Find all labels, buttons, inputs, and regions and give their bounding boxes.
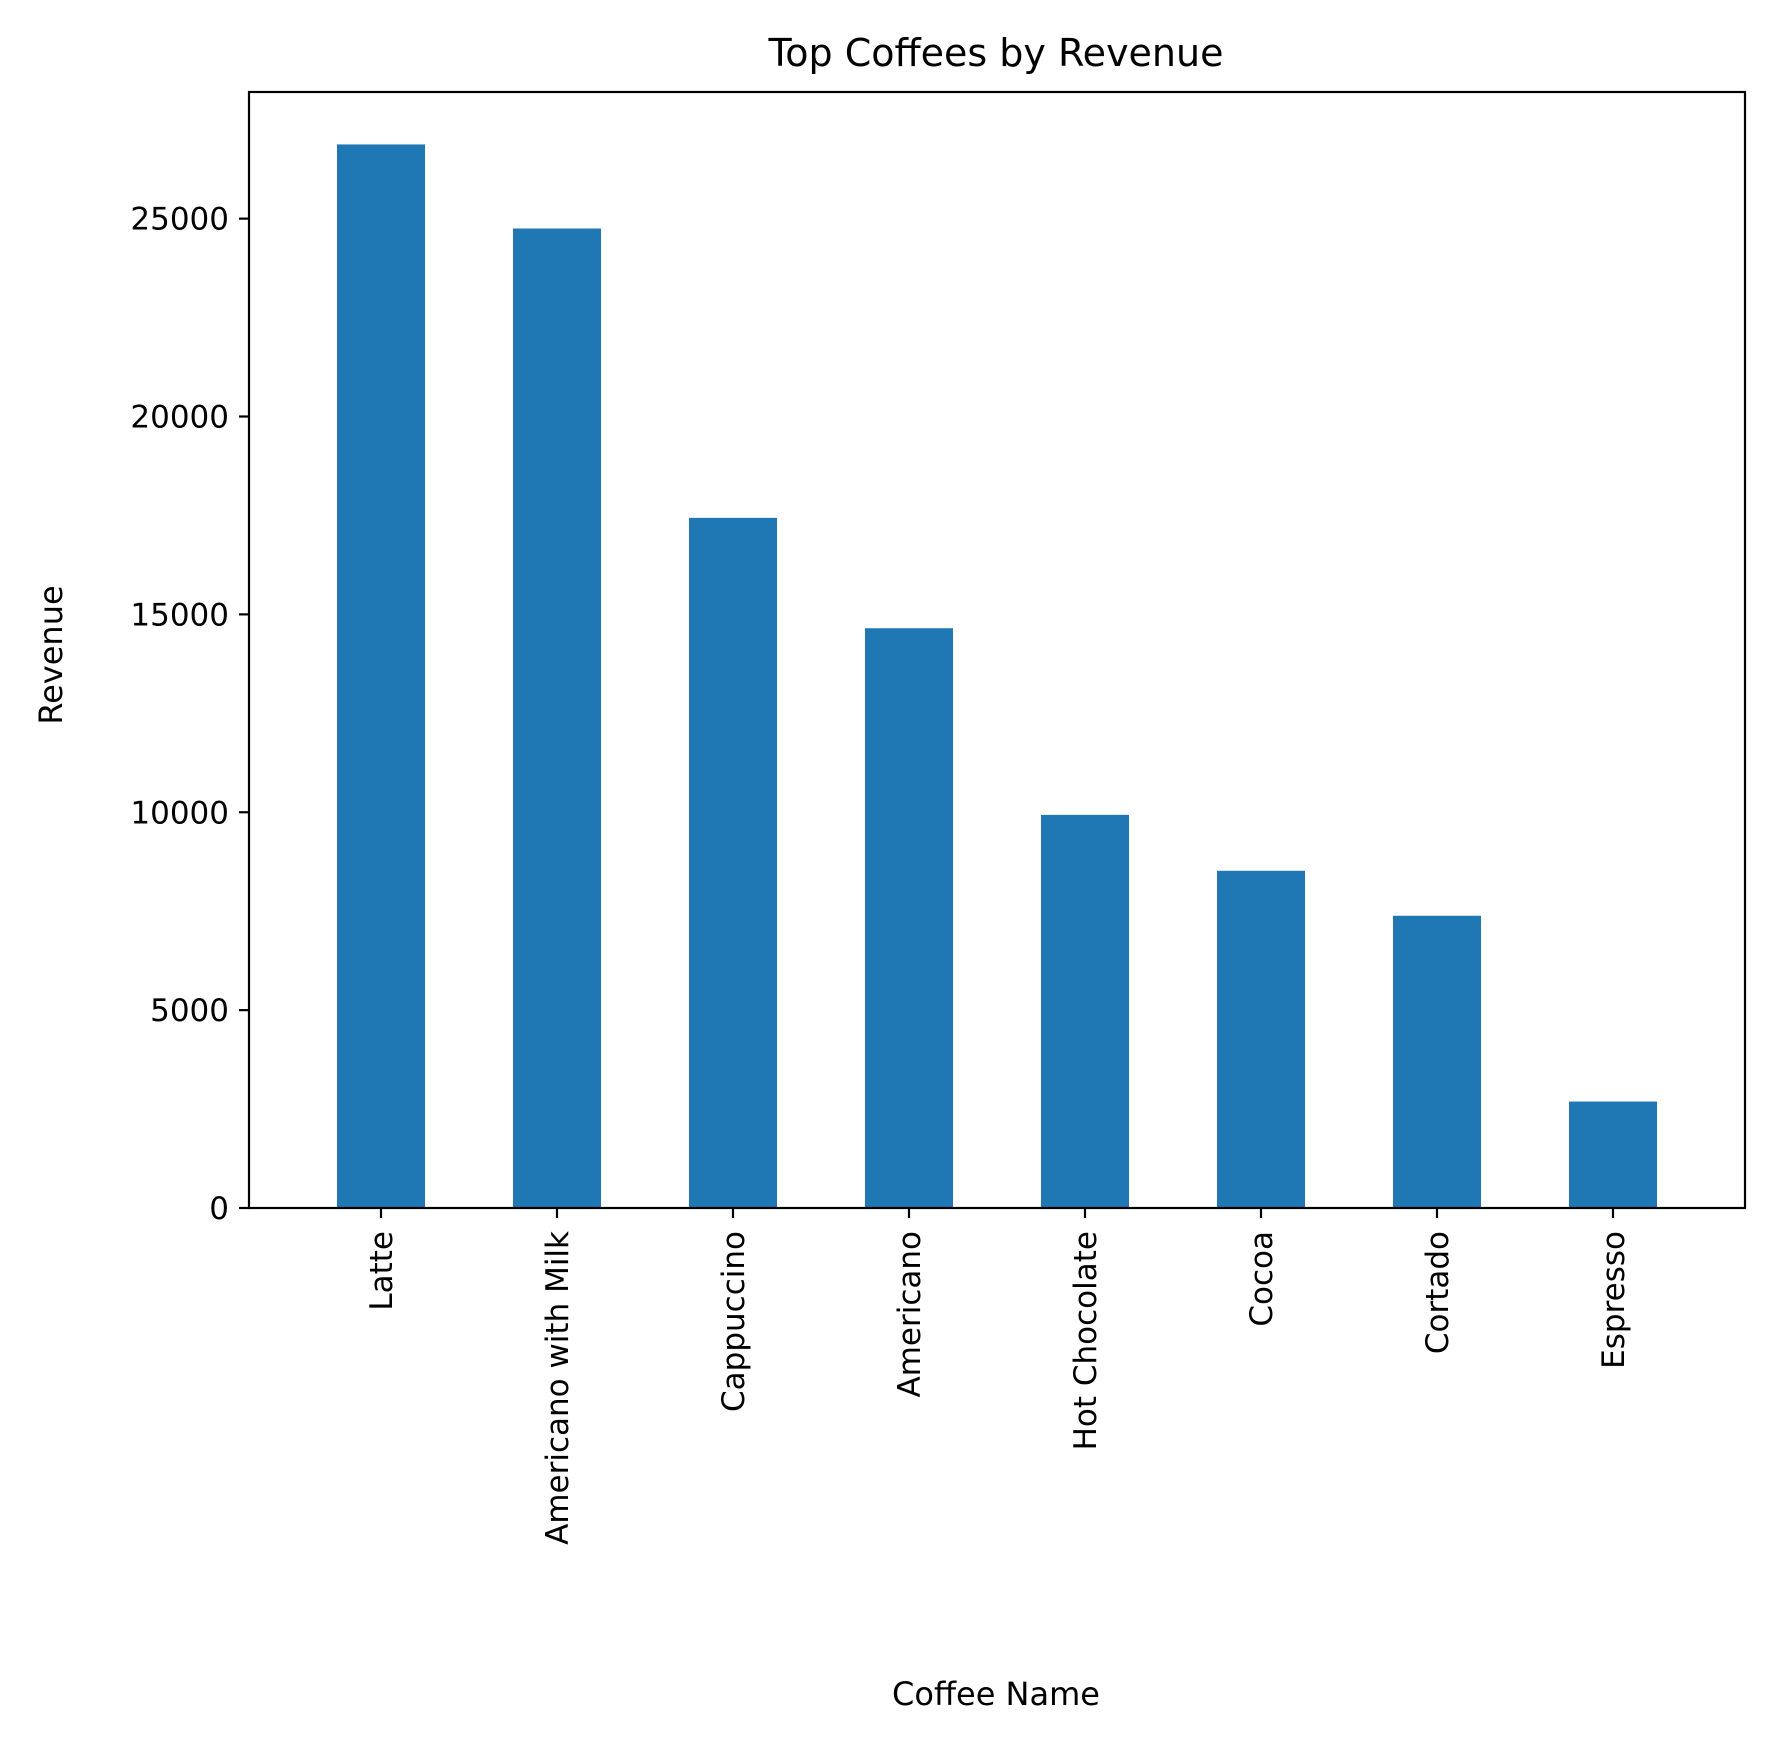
bar-cortado [1393, 915, 1481, 1208]
bar-americano-with-milk [513, 228, 601, 1209]
x-tick-label: Cortado [1420, 1231, 1456, 1354]
chart-title: Top Coffees by Revenue [768, 31, 1224, 75]
y-tick-label: 0 [209, 1191, 229, 1227]
x-tick-label: Cocoa [1244, 1231, 1280, 1327]
bar-cappuccino [689, 517, 777, 1208]
x-tick-label: Cappuccino [716, 1231, 752, 1412]
x-tick-label: Hot Chocolate [1068, 1231, 1104, 1450]
y-tick-label: 10000 [130, 795, 229, 831]
x-axis-ticks: Latte Americano with Milk Cappuccino Americ… [364, 1208, 1632, 1545]
y-axis-label: Revenue [32, 585, 70, 724]
y-tick-label: 20000 [130, 400, 229, 436]
y-tick-label: 15000 [130, 597, 229, 633]
x-tick-label: Espresso [1596, 1231, 1632, 1369]
y-tick-label: 25000 [130, 202, 229, 238]
x-tick-label: Americano with Milk [540, 1231, 576, 1545]
bar-espresso [1569, 1101, 1657, 1208]
bar-cocoa [1217, 870, 1305, 1208]
bar-americano [865, 628, 953, 1208]
y-axis-ticks: 0 5000 10000 15000 20000 25000 [130, 202, 249, 1227]
x-tick-label: Latte [364, 1231, 400, 1311]
x-tick-label: Americano [892, 1231, 928, 1398]
bars-group [337, 144, 1657, 1209]
bar-latte [337, 144, 425, 1209]
bar-hot-chocolate [1041, 814, 1129, 1208]
x-axis-label: Coffee Name [892, 1675, 1100, 1713]
y-tick-label: 5000 [150, 993, 229, 1029]
plot-frame [247, 90, 1747, 1210]
